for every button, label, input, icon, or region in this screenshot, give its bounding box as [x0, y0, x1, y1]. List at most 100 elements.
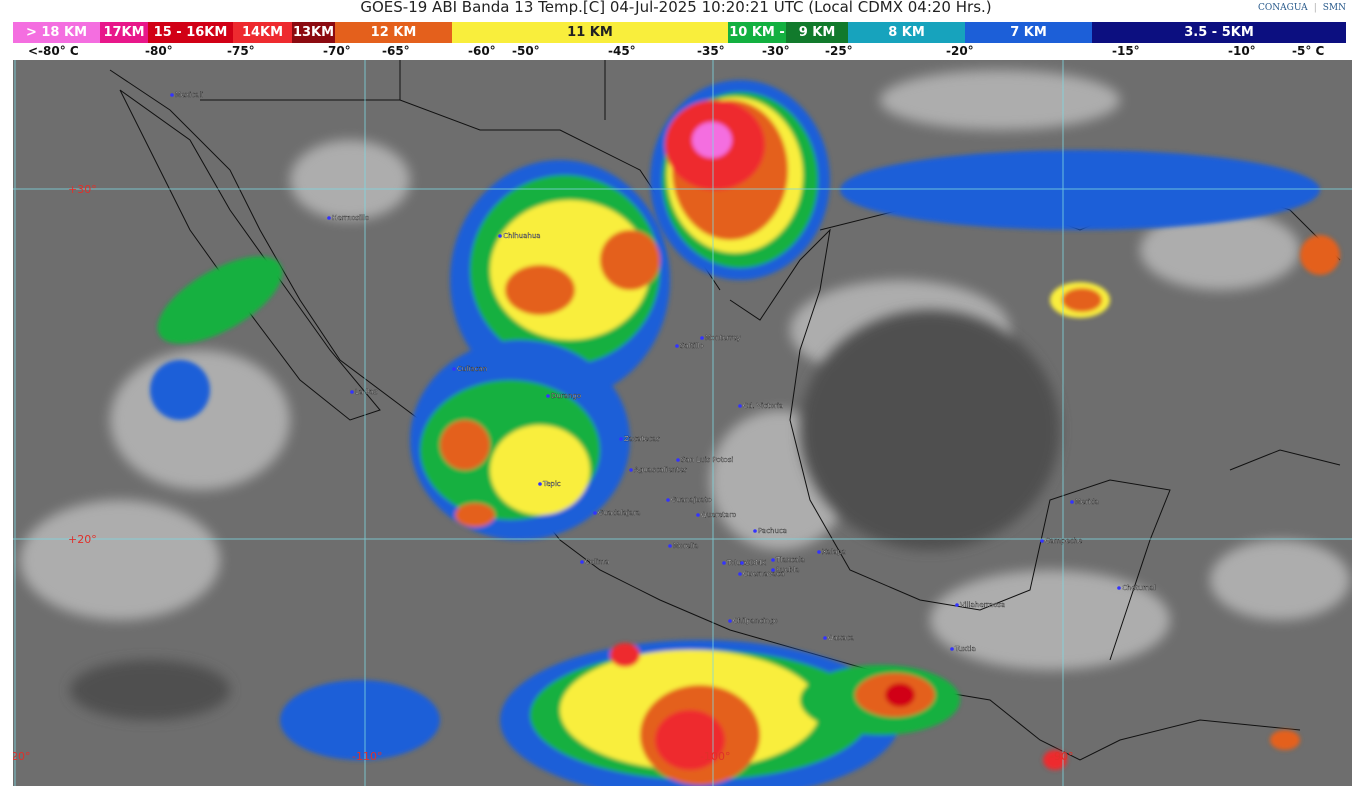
city-dot: [955, 603, 959, 607]
lat-label-30: +30°: [68, 183, 97, 196]
storm-baja: [150, 256, 283, 420]
city-dot: [327, 216, 331, 220]
city-label: Mexicali: [175, 91, 203, 99]
city-label: San Luis Potosi: [681, 456, 733, 464]
city-dot: [170, 93, 174, 97]
city-label: Chetumal: [1122, 584, 1156, 592]
image-title: GOES-19 ABI Banda 13 Temp.[C] 04-Jul-202…: [360, 0, 992, 16]
legend-band: 7 KM: [965, 22, 1092, 43]
city-label: Tlaxcala: [775, 556, 805, 564]
city-label: La Paz: [355, 388, 378, 396]
legend-band: 11 KM: [452, 22, 728, 43]
lon-label-110: -110°: [352, 750, 382, 763]
lat-lon-grid: [13, 60, 1352, 786]
sierra-madre-band: [410, 160, 670, 540]
legend-band: 9 KM: [786, 22, 848, 43]
legend-band: 3.5 - 5KM: [1092, 22, 1346, 43]
city-dot: [700, 336, 704, 340]
city-dot: [580, 560, 584, 564]
city-labels: Mexicali Hermosillo Chihuahua Culiacan La Pa…: [170, 91, 1156, 653]
city-label: Chilpancingo: [733, 617, 778, 625]
temperature-scale: <-80° C -80° -75° -70° -65° -60° -50° -45° -35° -…: [0, 44, 1352, 60]
city-label: Guadalajara: [598, 509, 641, 517]
city-label: Zacatecas: [624, 435, 660, 443]
temp-label: -35°: [697, 44, 725, 58]
city-label: Toluca: [726, 559, 749, 567]
legend-band: 12 KM: [335, 22, 452, 43]
city-label: Tepic: [542, 480, 561, 488]
city-label: Culiacan: [457, 365, 487, 373]
city-label: Xalapa: [822, 548, 846, 556]
storm-pacific-south: [280, 640, 1300, 786]
city-dot: [350, 390, 354, 394]
city-label: Morelia: [673, 542, 699, 550]
city-dot: [593, 511, 597, 515]
lon-label-100: -100°: [700, 750, 730, 763]
gulf-dark: [70, 310, 1060, 720]
city-dot: [753, 529, 757, 533]
city-dot: [619, 437, 623, 441]
temp-label: -65°: [382, 44, 410, 58]
city-dot: [823, 636, 827, 640]
city-dot: [722, 561, 726, 565]
city-label: Monterrey: [705, 334, 741, 342]
city-label: Merida: [1075, 498, 1099, 506]
lat-label-20: +20°: [68, 533, 97, 546]
city-label: Cd. Victoria: [743, 402, 783, 410]
city-label: Villahermosa: [960, 601, 1005, 609]
city-dot: [546, 394, 550, 398]
city-label: Oaxaca: [828, 634, 854, 642]
city-dot: [676, 458, 680, 462]
temp-label: -10°: [1228, 44, 1256, 58]
lon-label-120: -120°: [13, 750, 30, 763]
temp-label: -80°: [145, 44, 173, 58]
city-dot: [498, 234, 502, 238]
legend-band: 14KM: [233, 22, 292, 43]
city-label: Pachuca: [758, 527, 787, 535]
city-dot: [1070, 500, 1074, 504]
temp-label: -50°: [512, 44, 540, 58]
city-dot: [771, 558, 775, 562]
city-dot: [1040, 539, 1044, 543]
city-dot: [452, 367, 456, 371]
city-dot: [538, 482, 542, 486]
smn-logo: SMN: [1322, 3, 1346, 13]
city-label: Hermosillo: [332, 214, 369, 222]
temp-label: <-80° C: [28, 44, 79, 58]
temp-label: -5° C: [1292, 44, 1325, 58]
city-dot: [817, 550, 821, 554]
city-label: Durango: [551, 392, 581, 400]
city-dot: [738, 572, 742, 576]
city-dot: [629, 468, 633, 472]
city-dot: [771, 568, 775, 572]
agency-logos: CONAGUA | SMN: [1258, 3, 1346, 13]
temp-label: -70°: [323, 44, 351, 58]
legend-band: 15 - 16KM: [148, 22, 233, 43]
city-label: Tuxtla: [954, 645, 976, 653]
temp-label: -25°: [825, 44, 853, 58]
legend-band: > 18 KM: [13, 22, 100, 43]
city-dot: [740, 561, 744, 565]
city-dot: [666, 498, 670, 502]
city-label: Chihuahua: [503, 232, 541, 240]
satellite-map: +30° +20° -120° -110° -100° -90° Mexical…: [13, 60, 1352, 786]
city-dot: [668, 544, 672, 548]
city-label: Cuernavaca: [743, 570, 785, 578]
temp-label: -20°: [946, 44, 974, 58]
city-dot: [675, 344, 679, 348]
lon-label-90: -90°: [1050, 750, 1073, 763]
legend-band: 17KM: [100, 22, 148, 43]
temp-label: -75°: [227, 44, 255, 58]
city-dot: [1117, 586, 1121, 590]
temp-label: -15°: [1112, 44, 1140, 58]
legend-band: 13KM: [292, 22, 335, 43]
temp-label: -60°: [468, 44, 496, 58]
city-label: Colima: [585, 558, 609, 566]
legend-band: 8 KM: [848, 22, 965, 43]
city-label: Puebla: [776, 566, 800, 574]
conagua-logo: CONAGUA: [1258, 3, 1308, 13]
city-label: Guanajuato: [671, 496, 712, 504]
storm-northeast: [650, 80, 830, 280]
temp-label: -30°: [762, 44, 790, 58]
temp-label: -45°: [608, 44, 636, 58]
